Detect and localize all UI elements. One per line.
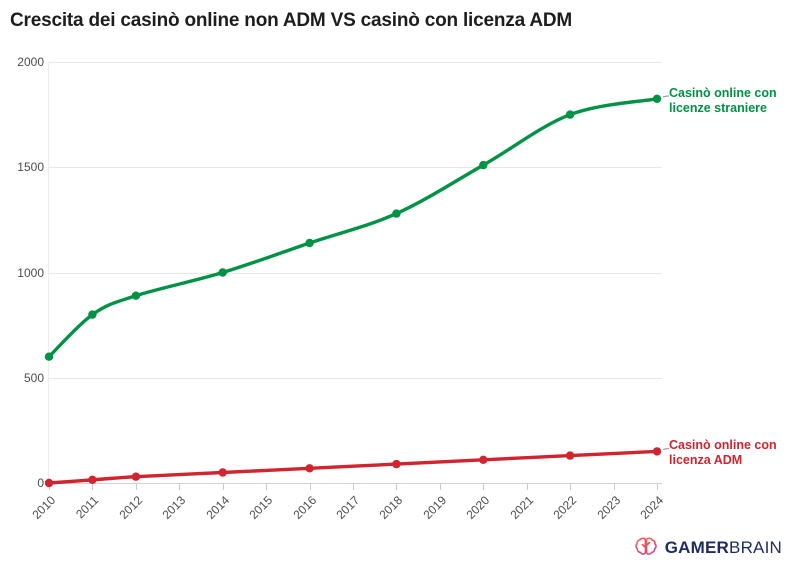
data-point-marker <box>479 160 488 170</box>
data-point-marker <box>392 209 401 218</box>
series-label-straniere: Casinò online con licenze straniere <box>669 86 796 116</box>
data-point-marker <box>565 451 575 460</box>
data-point-marker <box>88 475 97 484</box>
y-axis-label: 500 <box>23 370 44 385</box>
data-point-marker <box>479 455 488 464</box>
data-point-marker <box>652 94 662 104</box>
series-line-adm <box>47 449 659 485</box>
brain-icon <box>634 537 657 555</box>
brand-gamer: GAMER <box>664 538 730 557</box>
brand-brain: BRAIN <box>729 538 782 557</box>
data-point-marker <box>305 238 314 248</box>
label-connector-dash <box>662 447 670 451</box>
brand-footer: GAMERBRAIN <box>633 534 782 562</box>
series-line-straniere <box>47 97 659 359</box>
brand-name: GAMERBRAIN <box>665 538 782 558</box>
data-point-marker <box>44 478 54 488</box>
data-point-marker <box>131 472 141 481</box>
series-label-line: Casinò online con <box>669 86 777 100</box>
y-axis-label: 0 <box>37 476 44 490</box>
data-point-marker <box>218 468 227 477</box>
y-axis-label: 1500 <box>17 160 44 175</box>
data-point-marker <box>565 110 575 119</box>
y-axis-label: 2000 <box>17 55 44 69</box>
series-label-line: licenza ADM <box>669 452 743 467</box>
y-axis-label: 1000 <box>17 265 44 280</box>
series-label-line: licenze straniere <box>669 100 767 115</box>
series-label-line: Casinò online con <box>669 438 777 452</box>
data-point-marker <box>88 310 97 319</box>
chart-title: Crescita dei casinò online non ADM VS ca… <box>10 10 572 31</box>
data-point-marker <box>44 352 54 361</box>
data-point-marker <box>652 447 662 456</box>
data-point-marker <box>131 291 141 300</box>
data-point-marker <box>305 464 314 473</box>
data-point-marker <box>392 459 401 469</box>
data-point-marker <box>218 268 227 277</box>
label-connector-dash <box>662 95 670 98</box>
series-label-adm: Casinò online con licenza ADM <box>669 438 796 468</box>
